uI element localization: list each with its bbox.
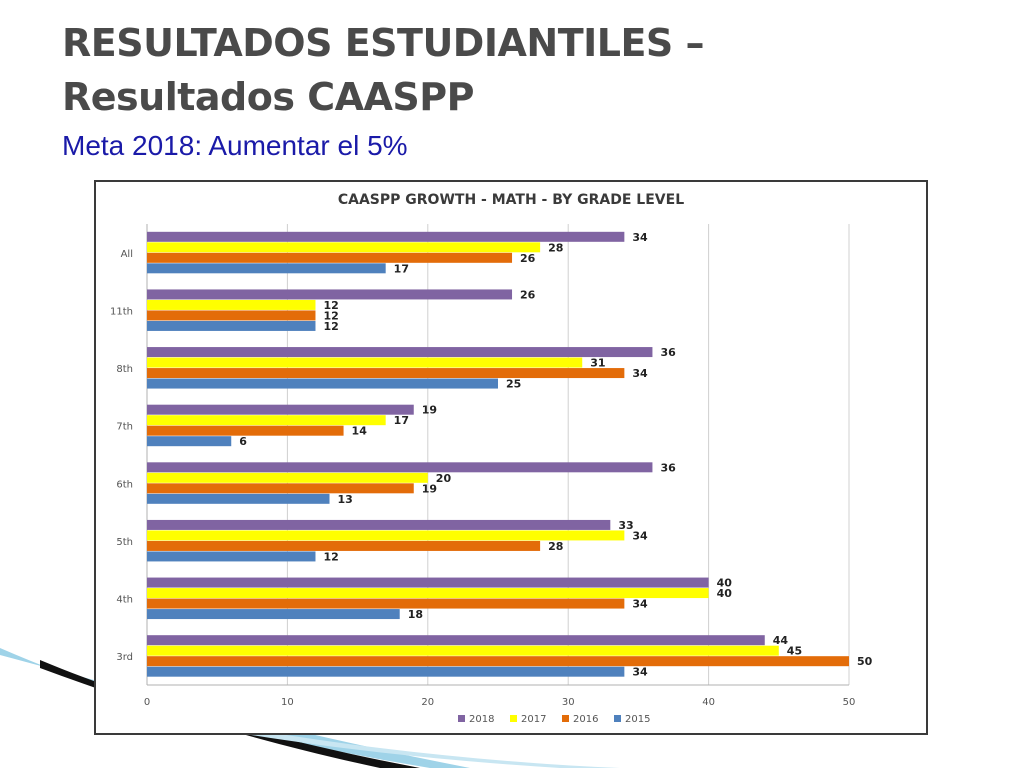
data-label: 26 (520, 288, 536, 301)
bar-2017 (147, 357, 583, 368)
page-title-line2: Resultados CAASPP (62, 75, 474, 119)
data-label: 12 (323, 320, 338, 333)
category-label: 11th (110, 306, 133, 317)
x-tick-label: 0 (144, 697, 150, 708)
data-label: 28 (548, 540, 563, 553)
bar-2017 (147, 242, 541, 253)
bar-2018 (147, 404, 414, 415)
data-label: 17 (394, 414, 409, 427)
x-tick-label: 10 (281, 697, 294, 708)
data-label: 40 (717, 587, 733, 600)
bar-2017 (147, 415, 386, 426)
data-label: 34 (632, 666, 648, 679)
data-label: 12 (323, 550, 338, 563)
bar-2015 (147, 263, 386, 274)
bar-2017 (147, 530, 625, 541)
legend-swatch-2015 (614, 715, 621, 722)
chart-title: CAASPP GROWTH - MATH - BY GRADE LEVEL (338, 192, 684, 208)
category-label: 5th (116, 537, 133, 548)
legend-swatch-2017 (510, 715, 517, 722)
data-label: 12 (323, 299, 338, 312)
page-title: RESULTADOS ESTUDIANTILES – Resultados CA… (62, 16, 962, 124)
bar-2016 (147, 483, 414, 494)
data-label: 36 (660, 461, 676, 474)
legend-label: 2016 (573, 714, 598, 725)
bar-2015 (147, 551, 316, 562)
category-label: 3rd (116, 652, 133, 663)
data-label: 19 (422, 404, 437, 417)
page-subtitle: Meta 2018: Aumentar el 5% (62, 130, 408, 161)
x-tick-label: 50 (843, 697, 856, 708)
data-label: 31 (590, 357, 605, 370)
data-label: 20 (436, 472, 452, 485)
category-label: 8th (116, 364, 133, 375)
data-label: 19 (422, 482, 437, 495)
legend-label: 2015 (625, 714, 650, 725)
data-label: 14 (352, 425, 368, 438)
bar-2018 (147, 519, 611, 530)
data-label: 6 (239, 435, 247, 448)
legend-swatch-2016 (562, 715, 569, 722)
category-label: 7th (116, 422, 133, 433)
bar-2015 (147, 666, 625, 677)
bar-2015 (147, 493, 330, 504)
chart-frame: CAASPP GROWTH - MATH - BY GRADE LEVEL 0 10… (94, 180, 928, 735)
bar-2015 (147, 609, 400, 620)
bar-2016 (147, 425, 344, 436)
bar-2016 (147, 540, 541, 551)
bar-2018 (147, 462, 653, 473)
bar-2018 (147, 635, 765, 646)
data-label: 18 (408, 608, 423, 621)
bar-2016 (147, 252, 513, 263)
data-label: 44 (773, 634, 789, 647)
page-title-line1: RESULTADOS ESTUDIANTILES – (62, 21, 705, 65)
data-label: 50 (857, 655, 873, 668)
category-label: 4th (116, 595, 133, 606)
bar-2015 (147, 320, 316, 331)
data-label: 34 (632, 529, 648, 542)
bar-2016 (147, 368, 625, 379)
bar-2018 (147, 347, 653, 358)
bar-2016 (147, 310, 316, 321)
legend-label: 2017 (521, 714, 546, 725)
data-label: 17 (394, 262, 409, 275)
bar-2017 (147, 299, 316, 310)
legend-swatch-2018 (458, 715, 465, 722)
bar-2016 (147, 598, 625, 609)
bar-2018 (147, 577, 709, 588)
data-label: 45 (787, 645, 802, 658)
bar-2018 (147, 231, 625, 242)
x-tick-label: 30 (562, 697, 575, 708)
bar-2018 (147, 289, 513, 300)
data-label: 36 (660, 346, 676, 359)
bar-2017 (147, 472, 428, 483)
bar-2015 (147, 436, 232, 447)
data-label: 34 (632, 598, 648, 611)
data-label: 12 (323, 309, 338, 322)
bar-2017 (147, 645, 779, 656)
legend-label: 2018 (469, 714, 494, 725)
bar-2016 (147, 656, 849, 667)
bar-chart: CAASPP GROWTH - MATH - BY GRADE LEVEL 0 10… (110, 192, 873, 725)
data-label: 28 (548, 241, 563, 254)
bar-2015 (147, 378, 498, 389)
category-label: 6th (116, 479, 133, 490)
x-tick-label: 20 (421, 697, 434, 708)
data-label: 34 (632, 367, 648, 380)
category-label: All (121, 249, 133, 260)
bar-2017 (147, 588, 709, 599)
data-label: 13 (338, 493, 353, 506)
data-label: 26 (520, 252, 536, 265)
data-label: 25 (506, 378, 521, 391)
data-label: 34 (632, 231, 648, 244)
data-label: 40 (717, 577, 733, 590)
data-label: 33 (618, 519, 633, 532)
x-tick-label: 40 (702, 697, 715, 708)
